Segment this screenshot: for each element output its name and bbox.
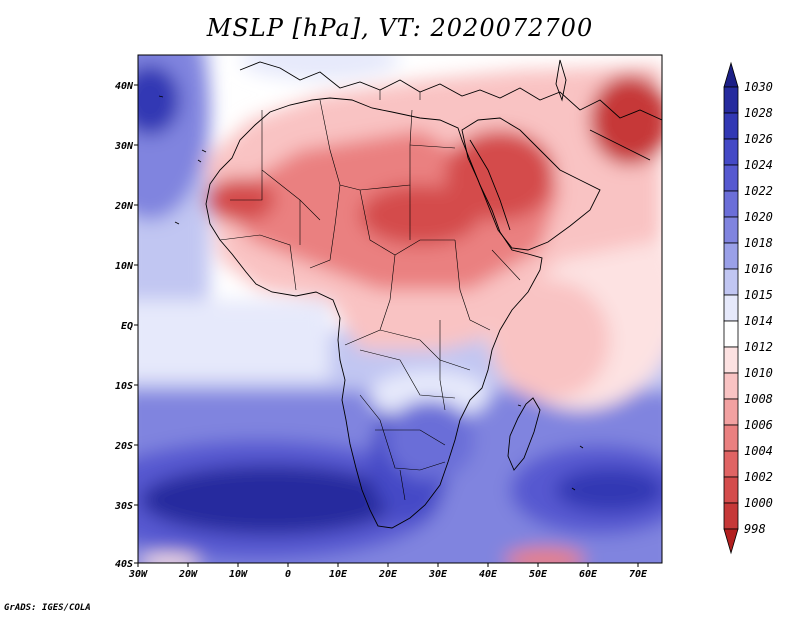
y-tick-label: EQ (121, 321, 133, 332)
x-tick-label: 70E (629, 569, 648, 580)
colorbar-swatch (723, 320, 739, 348)
colorbar-bottom-arrow (723, 528, 739, 555)
footer-credit: GrADS: IGES/COLA (4, 603, 91, 613)
x-tick-label: 10E (329, 569, 348, 580)
colorbar-label: 1016 (744, 262, 773, 276)
map-title: MSLP [hPa], VT: 2020072700 (206, 14, 594, 42)
colorbar-swatch (723, 502, 739, 530)
y-tick-label: 20N (114, 201, 134, 212)
europe-coast (239, 61, 662, 121)
country-borders (219, 90, 521, 501)
x-tick-label: 60E (579, 569, 598, 580)
azores-high (138, 65, 180, 135)
pakistan-heat-low (590, 75, 662, 165)
colorbar-label: 1020 (744, 210, 773, 224)
colorbar-label: 1018 (744, 236, 773, 250)
colorbar-label: 1006 (744, 418, 773, 432)
y-tick-label: 10S (115, 381, 133, 392)
coastlines (158, 59, 662, 529)
colorbar-label: 1010 (744, 366, 773, 380)
colorbar-swatch (723, 398, 739, 426)
colorbar: 1030 1028 1026 1024 1022 1020 1018 1016 1015 1014… (723, 61, 773, 555)
south-atlantic-high (140, 465, 400, 535)
colorbar-swatch (723, 216, 739, 244)
colorbar-label: 1026 (744, 132, 773, 146)
plot-frame (137, 54, 663, 564)
colorbar-label: 1004 (744, 444, 773, 458)
colorbar-label: 1030 (744, 80, 773, 94)
x-tick-label: 0 (285, 569, 291, 580)
madagascar-outline (507, 397, 541, 471)
caspian-outline (555, 59, 567, 102)
y-axis: 40N 30N 20N 10N EQ 10S 20S 30S 40S (114, 81, 138, 570)
arabian-heat-low (445, 130, 555, 220)
colorbar-label: 1008 (744, 392, 773, 406)
colorbar-swatch (723, 268, 739, 296)
y-tick-label: 30S (114, 501, 133, 512)
africa-coastline (205, 97, 543, 529)
x-tick-label: 20W (178, 569, 198, 580)
red-sea-line (469, 139, 511, 231)
colorbar-swatch (723, 424, 739, 452)
colorbar-swatch (723, 190, 739, 218)
colorbar-label: 1012 (744, 340, 773, 354)
y-tick-label: 40S (115, 559, 133, 570)
colorbar-swatch (723, 476, 739, 504)
colorbar-label: 1015 (744, 288, 773, 302)
colorbar-label: 1000 (744, 496, 773, 510)
colorbar-swatch (723, 138, 739, 166)
colorbar-swatch (723, 346, 739, 374)
x-tick-label: 10W (229, 569, 248, 580)
colorbar-swatch (723, 450, 739, 478)
colorbar-label: 1014 (744, 314, 773, 328)
x-axis: 30W 20W 10W 0 10E 20E 30E 40E 50E 60E 70E (128, 563, 648, 580)
colorbar-swatch (723, 242, 739, 270)
x-tick-label: 30W (128, 569, 148, 580)
colorbar-swatch (723, 372, 739, 400)
pressure-field (138, 55, 662, 563)
colorbar-label: 1002 (744, 470, 773, 484)
colorbar-swatch (723, 112, 739, 140)
indian-ocean-high (555, 468, 662, 512)
x-tick-label: 40E (479, 569, 498, 580)
colorbar-label: 1024 (744, 158, 773, 172)
y-tick-label: 10N (115, 261, 134, 272)
y-tick-label: 30N (114, 141, 134, 152)
colorbar-label: 998 (744, 522, 766, 536)
x-tick-label: 50E (529, 569, 548, 580)
colorbar-swatch (723, 294, 739, 322)
colorbar-top-arrow (723, 61, 739, 88)
y-tick-label: 20S (114, 441, 133, 452)
colorbar-label: 1028 (744, 106, 773, 120)
colorbar-label: 1022 (744, 184, 773, 198)
x-tick-label: 20E (378, 569, 398, 580)
colorbar-swatch (723, 164, 739, 192)
y-tick-label: 40N (115, 81, 134, 92)
x-tick-label: 30E (428, 569, 448, 580)
arabia-outline (461, 117, 601, 251)
colorbar-swatch (723, 86, 739, 114)
